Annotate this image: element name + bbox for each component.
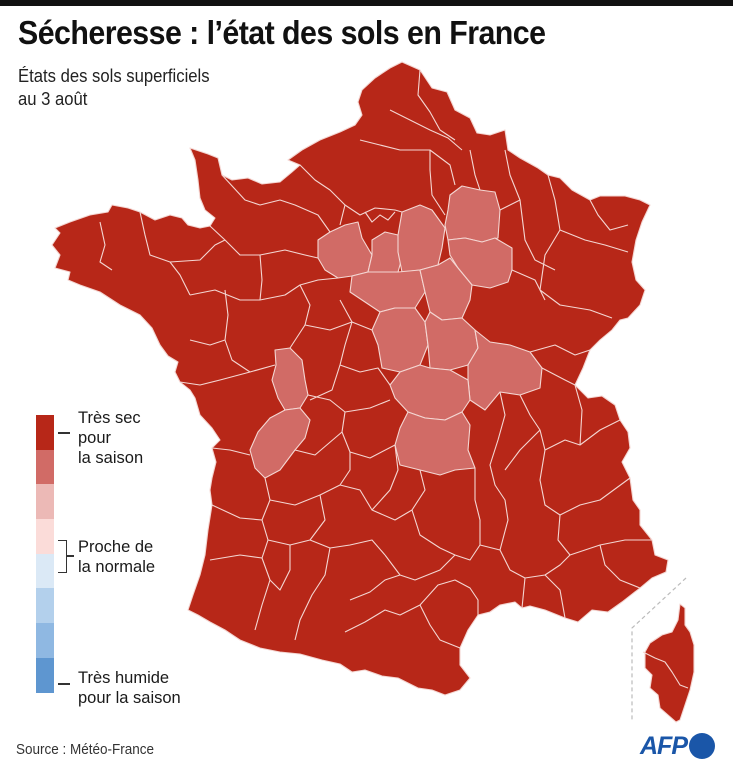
legend-text: pour [78,429,112,447]
legend-swatch-2 [36,449,54,485]
afp-logo-text: AFP [640,731,688,760]
legend-label-normal: Proche de la normale [78,537,155,577]
legend-bracket-normal [58,540,67,573]
subtitle-line-1: États des sols superficiels [18,65,210,86]
mainland-france [51,61,669,696]
legend-label-very-wet: Très humide pour la saison [78,668,181,708]
legend-swatch-7 [36,623,54,658]
page-title: Sécheresse : l’état des sols en France [18,14,546,51]
legend-bracket-stem [67,555,74,557]
region-cote-dor [419,257,473,321]
region-allier [394,411,476,476]
subtitle-line-2: au 3 août [18,88,88,109]
legend-text: la normale [78,558,156,576]
source-credit: Source : Météo-France [16,741,155,758]
legend-text: la saison [78,449,144,467]
legend-swatch-4 [36,519,54,554]
legend-swatch-8 [36,657,54,693]
legend-swatch-6 [36,588,54,624]
afp-logo-dot-icon [689,733,715,759]
legend-text: pour la saison [78,689,181,707]
corsica [644,603,695,723]
legend-text: Très humide [78,669,170,687]
department-borders [99,69,652,649]
legend-scale [36,415,54,693]
afp-logo: AFP [640,731,715,761]
legend-swatch-3 [36,484,54,520]
legend-text: Très sec [78,409,141,427]
region-saone-et-loire [467,329,543,411]
region-charente [249,407,311,479]
corsica-inset-frame [631,577,687,720]
region-marne-aube [444,185,501,243]
legend-tick-very-wet [58,683,70,685]
legend-swatch-5 [36,553,54,589]
subtitle: États des sols superficiels au 3 août [18,64,210,110]
legend-swatch-1 [36,415,54,450]
legend-tick-very-dry [58,432,70,434]
legend-label-very-dry: Très sec pour la saison [78,408,143,468]
top-rule [0,0,733,6]
legend-text: Proche de [78,538,154,556]
